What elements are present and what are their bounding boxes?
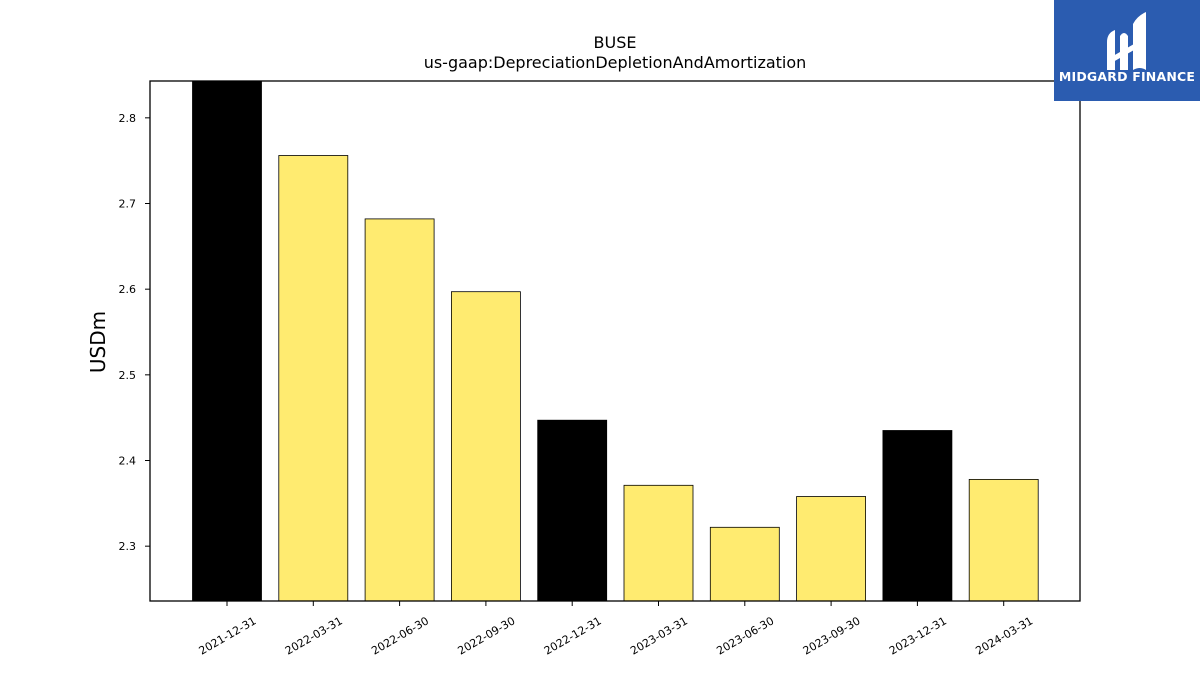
bar-2022-03-31: [278, 155, 349, 602]
x-tick-label: 2022-12-31: [542, 614, 604, 657]
logo-text: MIDGARD FINANCE: [1059, 69, 1195, 84]
y-tick-label: 2.6: [119, 283, 137, 296]
y-tick-label: 2.4: [119, 455, 137, 468]
chart-title: BUSE: [594, 33, 637, 52]
bar-2023-09-30: [796, 496, 866, 602]
y-tick-label: 2.7: [119, 198, 137, 211]
x-tick-label: 2022-09-30: [456, 614, 518, 657]
bar-2023-12-31: [882, 430, 953, 602]
plot-frame: [149, 80, 1081, 602]
x-tick-label: 2022-03-31: [283, 614, 345, 657]
bar-2024-03-31: [968, 478, 1039, 602]
bars-group: [192, 80, 1039, 602]
x-tick-label: 2023-03-31: [628, 614, 690, 657]
chart-subtitle: us-gaap:DepreciationDepletionAndAmortiza…: [424, 53, 807, 72]
bar-2022-06-30: [364, 218, 435, 602]
bar-2021-12-31: [192, 80, 262, 602]
bar-2023-06-30: [709, 526, 780, 602]
x-axis-ticks: 2021-12-31 2022-03-31 2022-06-30 2022-09-30…: [197, 601, 1035, 658]
y-tick-label: 2.3: [119, 540, 137, 553]
x-tick-label: 2023-06-30: [714, 614, 776, 657]
midgard-finance-logo: MIDGARD FINANCE: [1054, 0, 1200, 101]
bar-2022-12-31: [537, 419, 608, 602]
y-tick-label: 2.5: [119, 369, 137, 382]
y-tick-label: 2.8: [119, 112, 137, 125]
x-tick-label: 2022-06-30: [369, 614, 431, 657]
y-axis-label: USDm: [86, 311, 110, 373]
midgard-logo-mark-icon: [1107, 12, 1146, 70]
x-tick-label: 2024-03-31: [973, 614, 1035, 657]
x-tick-label: 2023-12-31: [887, 614, 949, 657]
y-axis-ticks: 2.3 2.4 2.5 2.6 2.7 2.8: [119, 112, 150, 553]
bar-2023-03-31: [623, 484, 694, 602]
x-tick-label: 2023-09-30: [801, 614, 863, 657]
x-tick-label: 2021-12-31: [197, 614, 259, 657]
bar-2022-09-30: [450, 291, 521, 602]
